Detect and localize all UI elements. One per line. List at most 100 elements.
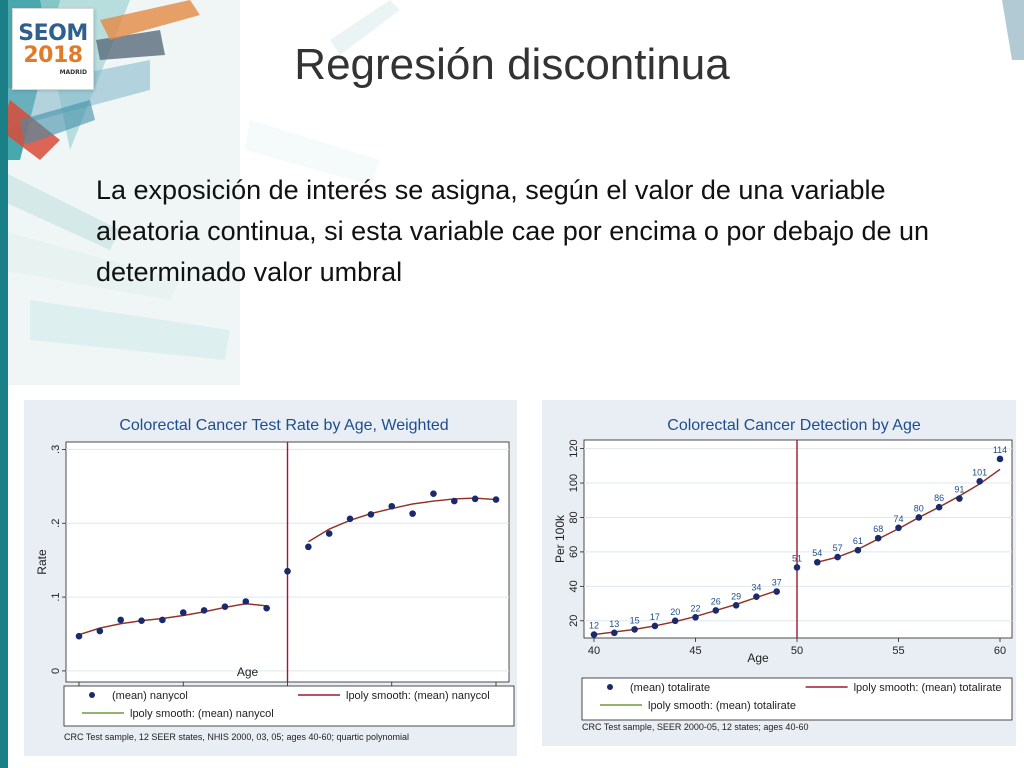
plot-area [583, 439, 1013, 639]
chart-note: CRC Test sample, 12 SEER states, NHIS 20… [64, 732, 409, 742]
data-point [305, 543, 312, 551]
data-point [242, 598, 250, 605]
data-label: 86 [934, 493, 944, 503]
data-label: 57 [833, 543, 843, 553]
legend-label: lpoly smooth: (mean) nanycol [346, 690, 490, 702]
chart-detection-panel: Colorectal Cancer Detection by Age 20 40 60… [542, 400, 1016, 746]
data-point [814, 558, 821, 566]
x-tick-label: 50 [791, 645, 803, 657]
seom-2018-logo: SEOM 2018 MADRID [12, 8, 94, 90]
data-point [263, 604, 270, 612]
chart-test-rate-panel: Colorectal Cancer Test Rate by Age, Weig… [24, 400, 517, 756]
legend-label: lpoly smooth: (mean) totalirate [854, 682, 1002, 694]
data-point [471, 495, 479, 503]
data-point [159, 616, 166, 624]
legend-marker [607, 684, 613, 690]
data-point [492, 496, 500, 503]
chart-detection-svg: Colorectal Cancer Detection by Age 20 40 60… [542, 400, 1016, 746]
y-tick-label: 80 [568, 511, 580, 523]
data-point [996, 455, 1004, 463]
data-point [430, 490, 437, 497]
data-point [732, 601, 740, 609]
smooth-line-red-left [78, 603, 267, 636]
legend-label: (mean) totalirate [630, 682, 710, 694]
y-tick-label: 0 [50, 668, 62, 674]
x-tick-label: 55 [892, 645, 904, 657]
data-point [956, 495, 963, 502]
y-tick-label: 120 [568, 439, 580, 457]
data-point [773, 588, 780, 595]
chart-title: Colorectal Cancer Test Rate by Age, Weig… [119, 417, 448, 434]
data-point [96, 627, 104, 635]
slide-title: Regresión discontinua [294, 40, 730, 89]
data-label: 37 [772, 578, 782, 588]
smooth-line-red-right [817, 468, 1001, 563]
slide-body-text: La exposición de interés se asigna, segú… [96, 175, 930, 287]
data-label: 22 [690, 603, 700, 613]
data-point [75, 632, 83, 640]
data-point [200, 607, 208, 614]
data-label: 101 [972, 467, 987, 477]
data-point [409, 510, 416, 517]
y-tick-label: 20 [568, 615, 580, 627]
data-point [651, 622, 659, 630]
y-tick-label: .1 [50, 592, 62, 601]
data-label: 61 [853, 536, 863, 546]
data-label: 20 [670, 607, 680, 617]
data-point [915, 514, 923, 521]
data-point [325, 530, 333, 537]
data-label: 68 [873, 524, 883, 534]
data-point [854, 546, 862, 554]
y-tick-label: 40 [568, 580, 580, 592]
y-axis-label: Rate [35, 549, 49, 575]
data-point [346, 515, 354, 523]
left-accent-bar [0, 0, 8, 768]
data-label: 80 [914, 503, 924, 513]
chart-title: Colorectal Cancer Detection by Age [667, 417, 921, 434]
data-label: 91 [954, 485, 964, 495]
x-tick-label: 40 [588, 645, 600, 657]
legend-box [63, 685, 515, 727]
x-tick-label: 60 [994, 645, 1006, 657]
data-label: 34 [751, 583, 761, 593]
data-label: 29 [731, 591, 741, 601]
data-point [631, 626, 638, 633]
data-label: 51 [792, 553, 802, 563]
legend-label: lpoly smooth: (mean) nanycol [130, 708, 274, 720]
legend-label: lpoly smooth: (mean) totalirate [648, 700, 796, 712]
data-point [834, 553, 841, 561]
data-point [367, 511, 375, 518]
data-point [590, 631, 598, 638]
data-point [935, 503, 943, 511]
data-label: 26 [711, 596, 721, 606]
data-point [284, 567, 291, 575]
data-point [874, 534, 882, 542]
data-point [793, 564, 801, 571]
smooth-line-red-left [593, 590, 777, 636]
data-label: 15 [630, 615, 640, 625]
chart-test-rate-svg: Colorectal Cancer Test Rate by Age, Weig… [24, 400, 517, 756]
legend-box [581, 677, 1013, 721]
legend-label: (mean) nanycol [112, 690, 188, 702]
data-label: 12 [589, 621, 599, 631]
data-point [712, 607, 720, 614]
data-point [179, 609, 187, 616]
data-point [692, 614, 699, 621]
x-axis-label: Age [237, 665, 259, 679]
logo-text-city: MADRID [59, 68, 87, 76]
data-point [451, 497, 458, 505]
data-point [895, 524, 902, 532]
chart-note: CRC Test sample, SEER 2000-05, 12 states… [582, 722, 808, 732]
data-point [117, 616, 124, 624]
data-point [753, 593, 760, 600]
data-label: 114 [993, 445, 1007, 455]
data-label: 13 [609, 619, 619, 629]
logo-text-year: 2018 [23, 42, 83, 68]
data-point [611, 629, 618, 637]
x-axis-label: Age [747, 651, 769, 665]
logo-text-seom: SEOM [18, 20, 88, 46]
data-point [388, 502, 396, 510]
data-label: 17 [650, 612, 660, 622]
data-point [671, 617, 679, 625]
y-tick-label: .3 [50, 445, 62, 454]
